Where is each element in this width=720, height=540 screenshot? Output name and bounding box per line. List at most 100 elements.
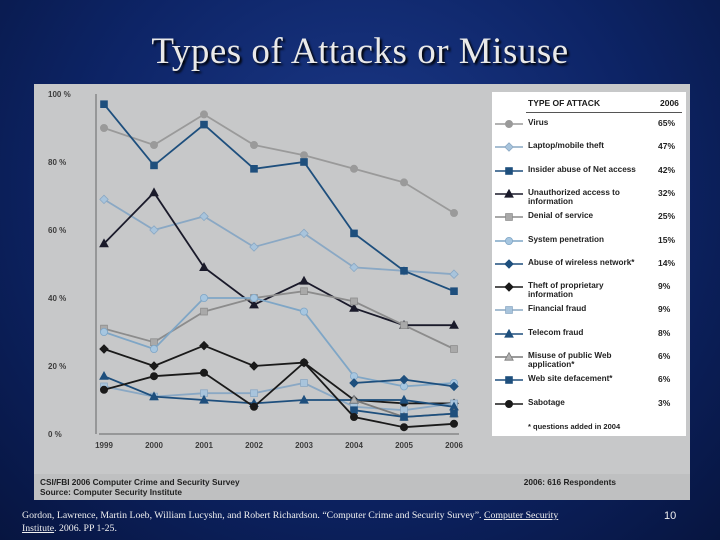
legend-header-type: TYPE OF ATTACK (528, 98, 601, 108)
legend-value: 65% (658, 118, 676, 128)
legend-item: Laptop/mobile theft 47% (492, 141, 686, 165)
legend-value: 3% (658, 397, 671, 408)
legend-value: 42% (658, 164, 676, 175)
series-line (103, 290, 455, 350)
legend-swatch-icon (495, 142, 523, 153)
data-point (100, 385, 109, 394)
legend-label: System penetration (528, 234, 604, 244)
data-point (350, 297, 358, 306)
slide-title: Types of Attacks or Misuse (151, 31, 569, 72)
chart-figure: 100 % 80 % 60 % 40 % 20 % 0 % 1999 2000 2001 2002… (34, 84, 690, 500)
legend-swatch-icon (495, 213, 523, 221)
x-tick-label: 2006 (445, 441, 463, 450)
legend-swatch-icon (495, 236, 523, 245)
x-tick-label: 2000 (145, 441, 163, 450)
data-point (249, 361, 259, 371)
legend-swatch-icon (495, 328, 523, 338)
citation: Gordon, Lawrence, Martin Loeb, William L… (22, 509, 662, 535)
data-point (449, 269, 459, 279)
y-tick-label: 0 % (48, 430, 62, 439)
legend-header-year: 2006 (660, 98, 679, 108)
data-point (199, 110, 208, 119)
data-point (100, 100, 108, 108)
legend-swatch-marker (504, 282, 514, 292)
data-point (400, 413, 408, 421)
legend-item: System penetration 15% (492, 235, 686, 259)
legend-swatch-icon (495, 259, 523, 269)
page-number: 10 (664, 510, 677, 522)
series-line (103, 297, 455, 388)
figure-source: CSI/FBI 2006 Computer Crime and Security… (40, 477, 240, 497)
data-point (300, 158, 308, 166)
data-point (150, 372, 159, 381)
data-point (449, 419, 458, 428)
data-point (199, 340, 209, 351)
data-point (199, 211, 209, 222)
data-point (349, 302, 359, 312)
data-point (399, 394, 409, 404)
data-point (449, 381, 459, 392)
series-0 (100, 110, 458, 218)
legend-swatch-icon (495, 376, 523, 385)
legend-label: Financial fraud (528, 304, 587, 314)
legend-swatch-marker (504, 259, 514, 269)
data-point (349, 262, 359, 273)
citation-link-2[interactable]: Institute (22, 523, 55, 534)
legend-value: 15% (658, 234, 676, 245)
legend-item: Web site defacement* 6% (492, 374, 686, 398)
legend-item: Denial of service 25% (492, 211, 686, 235)
data-point (149, 391, 159, 401)
data-point (200, 307, 208, 316)
source-line-2: Source: Computer Security Institute (40, 487, 182, 497)
source-line-1: CSI/FBI 2006 Computer Crime and Security… (40, 477, 240, 487)
legend-swatch-marker (505, 376, 513, 385)
data-point (200, 120, 208, 129)
x-tick-label: 2003 (295, 441, 313, 450)
legend-swatch-icon (495, 282, 523, 292)
legend-value: 9% (658, 281, 671, 292)
legend-swatch-marker (504, 142, 514, 153)
legend-swatch-marker (505, 306, 513, 315)
data-point (450, 345, 458, 353)
legend-value: 8% (658, 327, 671, 338)
citation-link-1[interactable]: Computer Security (483, 510, 559, 521)
legend-label: Laptop/mobile theft (528, 141, 604, 151)
data-point (150, 161, 158, 170)
data-point (149, 187, 159, 197)
legend-swatch-marker (504, 236, 513, 245)
data-point (449, 209, 458, 218)
series-line (103, 375, 455, 408)
legend-value: 25% (658, 211, 676, 222)
legend-swatch-icon (495, 120, 523, 128)
legend-swatch-marker (504, 399, 513, 408)
legend-label: Abuse of wireless network* (528, 257, 635, 267)
legend-note: * questions added in 2004 (528, 422, 621, 431)
legend-item: Theft of proprietary information 9% (492, 281, 686, 305)
data-point (349, 412, 358, 421)
data-point (299, 307, 308, 316)
data-point (150, 344, 159, 353)
legend-label: Virus (528, 118, 549, 127)
legend-swatch-icon (495, 399, 523, 408)
x-tick-label: 2001 (195, 441, 213, 450)
legend-item: Unauthorized access to information 32% (492, 188, 686, 212)
data-point (199, 368, 208, 377)
legend-item: Insider abuse of Net access 42% (492, 165, 686, 189)
data-point (399, 374, 409, 385)
data-point (249, 402, 258, 411)
data-point (300, 287, 308, 296)
data-point (99, 344, 109, 354)
legend-label: Misuse of public Web application* (528, 351, 612, 369)
series-3 (99, 187, 459, 329)
legend-value: 14% (658, 257, 676, 268)
data-point (349, 378, 359, 388)
series-line (103, 344, 454, 405)
x-tick-label: 2004 (345, 441, 363, 450)
citation-text: Gordon, Lawrence, Martin Loeb, William L… (22, 510, 484, 521)
legend-item: Misuse of public Web application* 6% (492, 351, 686, 375)
data-point (100, 327, 109, 336)
legend-value: 32% (658, 187, 676, 198)
data-point (149, 361, 159, 371)
respondents-count: 2006: 616 Respondents (523, 477, 616, 487)
legend-value: 47% (658, 141, 676, 152)
